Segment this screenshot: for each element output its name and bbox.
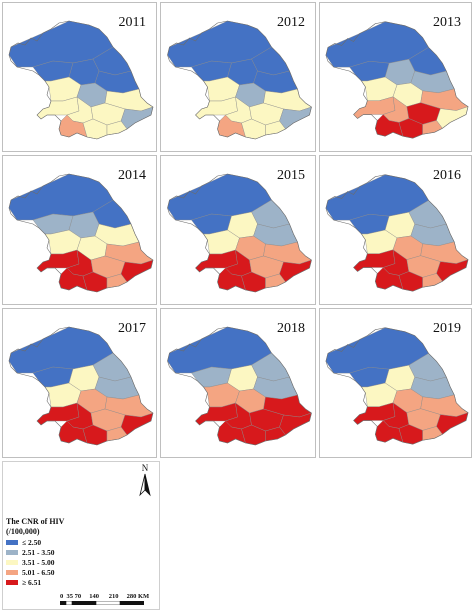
province-outline — [167, 326, 312, 446]
scale-bar-unit: KM — [138, 593, 150, 600]
province-outline — [167, 20, 312, 140]
county-region — [120, 259, 154, 283]
legend-item-3: 3.51 - 5.00 — [6, 558, 55, 567]
county-region — [436, 259, 469, 282]
province-outline — [325, 174, 469, 292]
legend-panel — [2, 461, 160, 610]
legend-label: ≤ 2.50 — [22, 538, 42, 547]
panel-year-label: 2011 — [118, 15, 146, 30]
province-map-2015 — [167, 173, 312, 293]
scale-bar-ticks: 0 35 70 140 210 280 — [60, 593, 137, 600]
province-map-2018 — [167, 326, 312, 446]
panel-year-label: 2013 — [433, 15, 461, 30]
north-arrow-icon: N — [139, 463, 151, 497]
legend-title: The CNR of HIV (/100,000) — [6, 517, 64, 537]
panel-year-label: 2018 — [277, 321, 305, 336]
county-region — [279, 412, 312, 436]
legend-label: 3.51 - 5.00 — [22, 558, 55, 567]
panel-year-label: 2014 — [118, 168, 146, 183]
panel-year-label: 2017 — [118, 321, 146, 336]
map-panel-2012: 2012 — [160, 2, 316, 152]
legend-item-2: 2.51 - 3.50 — [6, 548, 55, 557]
map-panel-2018: 2018 — [160, 308, 316, 458]
map-panel-2011: 2011 — [2, 2, 157, 152]
panel-year-label: 2019 — [433, 321, 461, 336]
map-panel-2017: 2017 — [2, 308, 157, 458]
legend-swatch — [6, 550, 18, 555]
legend-item-4: 5.01 - 6.50 — [6, 568, 55, 577]
county-region — [120, 106, 154, 130]
province-map-2012 — [167, 20, 312, 140]
province-outline — [325, 21, 469, 139]
county-region — [436, 106, 469, 129]
map-panel-2019: 2019 — [319, 308, 472, 458]
province-outline — [8, 173, 154, 293]
province-map-2019 — [325, 327, 469, 445]
legend-swatch — [6, 540, 18, 545]
map-panel-2016: 2016 — [319, 155, 472, 305]
north-label: N — [142, 463, 149, 473]
county-region — [279, 106, 312, 130]
legend-item-5: ≥ 6.51 — [6, 578, 41, 587]
county-region — [120, 412, 154, 436]
panel-year-label: 2015 — [277, 168, 305, 183]
legend-item-1: ≤ 2.50 — [6, 538, 41, 547]
province-map-2016 — [325, 174, 469, 292]
province-map-2013 — [325, 21, 469, 139]
map-panel-2014: 2014 — [2, 155, 157, 305]
panel-year-label: 2012 — [277, 15, 305, 30]
county-region — [436, 412, 469, 435]
province-outline — [325, 327, 469, 445]
legend-swatch — [6, 580, 18, 585]
legend-label: ≥ 6.51 — [22, 578, 42, 587]
province-outline — [8, 20, 154, 140]
scale-bar-labels: 0 35 70 140 210 280 KM — [60, 593, 149, 600]
province-outline — [8, 326, 154, 446]
legend-title-line1: The CNR of HIV — [6, 517, 65, 526]
map-panel-2013: 2013 — [319, 2, 472, 152]
county-region — [279, 259, 312, 283]
province-map-2014 — [8, 173, 154, 293]
legend-swatch — [6, 570, 18, 575]
map-panel-2015: 2015 — [160, 155, 316, 305]
legend-title-line2: (/100,000) — [6, 527, 40, 536]
province-map-2011 — [8, 20, 154, 140]
province-map-2017 — [8, 326, 154, 446]
legend-label: 5.01 - 6.50 — [22, 568, 55, 577]
panel-year-label: 2016 — [433, 168, 461, 183]
legend-label: 2.51 - 3.50 — [22, 548, 55, 557]
province-outline — [167, 173, 312, 293]
scale-bar — [60, 601, 144, 605]
legend-swatch — [6, 560, 18, 565]
